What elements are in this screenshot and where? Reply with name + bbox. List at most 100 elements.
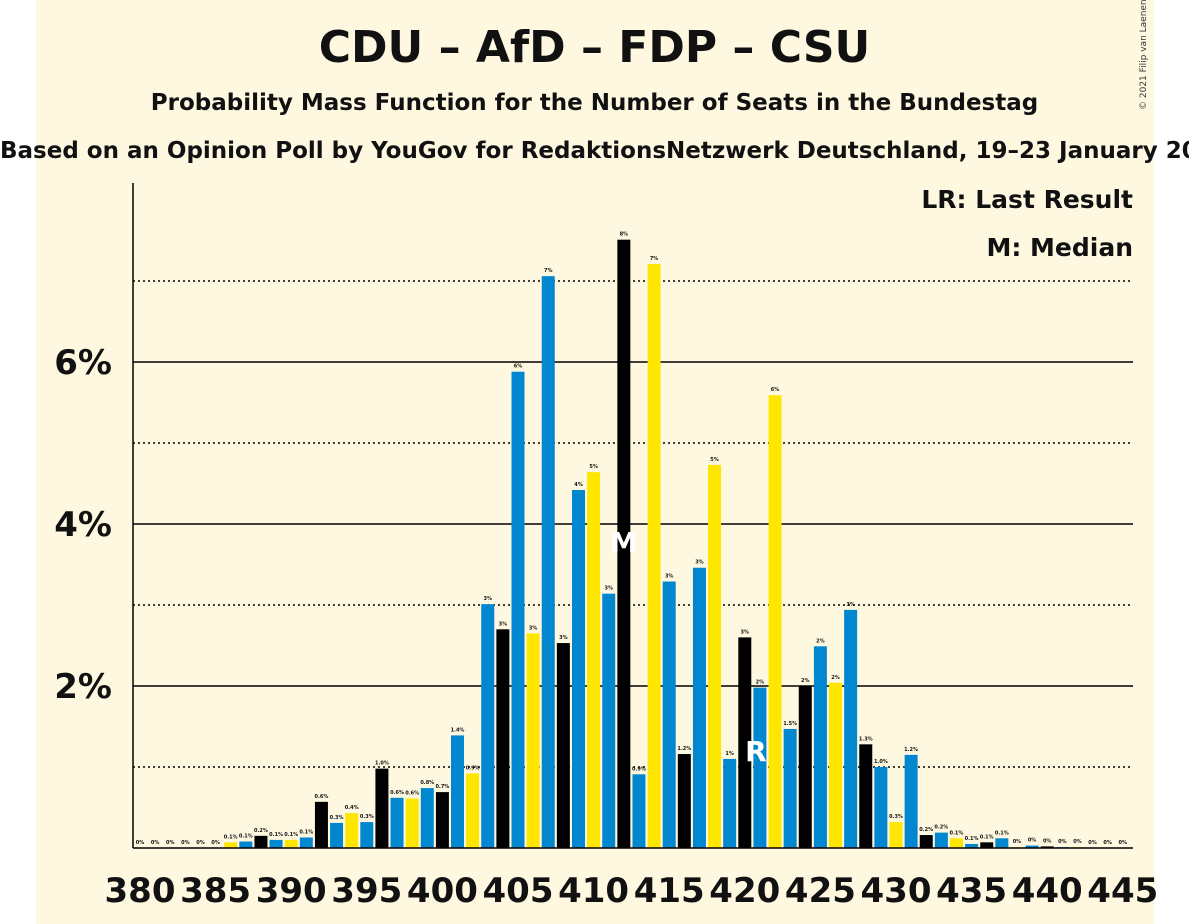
bar-value-label: 3% [529,625,538,631]
bar-value-label: 0.1% [980,834,994,840]
bar [435,792,449,848]
bar-value-label: 0% [196,840,205,846]
bar-value-label: 1.2% [677,746,691,752]
bar [692,567,706,848]
bar-value-label: 4% [574,482,583,488]
bar [451,735,465,848]
bar-value-label: 0.1% [284,832,298,838]
bar-value-label: 3% [846,602,855,608]
bar-value-label: 0.1% [239,834,253,840]
bar [269,839,283,848]
bar-value-label: 0% [136,840,145,846]
bar-value-label: 0.2% [919,827,933,833]
bar-value-label: 0% [211,840,220,846]
chart-subtitle: Probability Mass Function for the Number… [150,90,1039,116]
x-tick-label: 405 [483,871,554,911]
legend-last-result: LR: Last Result [921,185,1133,214]
x-tick-label: 410 [558,871,629,911]
bar-value-label: 0% [1119,840,1128,846]
x-tick-label: 430 [861,871,932,911]
bar-value-label: 2% [831,675,840,681]
bar-value-label: 0% [1013,839,1022,845]
y-tick-label: 4% [54,505,112,545]
bar-value-label: 0.3% [360,814,374,820]
y-tick-label: 2% [54,667,112,707]
x-tick-label: 415 [634,871,705,911]
bar-value-label: 0.7% [435,784,449,790]
bar-value-label: 3% [695,560,704,566]
bar [708,464,722,848]
bar-value-label: 6% [771,387,780,393]
bar [1040,846,1054,848]
bar [798,686,812,848]
bar [224,842,238,848]
bar [375,768,389,848]
bar-value-label: 0.1% [299,829,313,835]
bar [965,843,979,848]
x-tick-label: 440 [1012,871,1083,911]
x-tick-label: 445 [1087,871,1158,911]
bar-value-label: 6% [514,364,523,370]
bar [571,489,585,848]
bar [934,832,948,848]
bar-value-label: 0.1% [995,830,1009,836]
bar-value-label: 5% [710,457,719,463]
bar-value-label: 0% [1028,838,1037,844]
bar [949,838,963,848]
bar [541,276,555,848]
bar-value-label: 2% [756,680,765,686]
bar-value-label: 1.0% [375,761,389,767]
bar-value-label: 1.2% [904,747,918,753]
bar-value-label: 1.0% [874,759,888,765]
bar-value-label: 0% [1088,840,1097,846]
bar-value-label: 0.1% [269,832,283,838]
bar [254,835,268,848]
x-tick-label: 400 [407,871,478,911]
bar-value-label: 2% [801,678,810,684]
bar [239,841,253,848]
bar-value-label: 0.1% [950,830,964,836]
y-tick-label: 6% [54,343,112,383]
bar [314,801,328,848]
bar [390,797,404,848]
bar [617,239,631,848]
bar [723,758,737,848]
bar [481,604,495,848]
bar-value-label: 3% [559,635,568,641]
bar-value-label: 0.1% [224,834,238,840]
chart-source-line: Based on an Opinion Poll by YouGov for R… [0,138,1189,164]
bar-value-label: 1.4% [451,727,465,733]
median-marker: M [610,526,638,559]
bar [556,643,570,848]
bar-value-label: 1.5% [783,721,797,727]
legend-median: M: Median [986,233,1133,262]
bar [753,687,767,848]
bar [632,774,646,848]
bar [829,682,843,848]
bar-value-label: 3% [604,586,613,592]
bar [662,581,676,848]
bar [360,822,374,848]
x-tick-label: 380 [105,871,176,911]
bar [405,798,419,848]
bar [783,728,797,848]
bar-value-label: 0% [1103,840,1112,846]
x-tick-label: 425 [785,871,856,911]
x-tick-label: 420 [709,871,780,911]
bar [496,629,510,848]
bar-value-label: 0.2% [254,828,268,834]
bar-value-label: 0.8% [420,780,434,786]
bar [284,839,298,848]
bar-value-label: 3% [665,574,674,580]
bar [330,822,344,848]
bar-value-label: 0.3% [330,815,344,821]
bar [647,263,661,848]
bar-value-label: 0.3% [889,814,903,820]
bar-value-label: 0% [181,840,190,846]
chart-title: CDU – AfD – FDP – CSU [318,22,871,73]
bar-value-label: 0.6% [315,794,329,800]
bar [1025,845,1039,848]
bar-value-label: 3% [499,621,508,627]
bar [677,754,691,848]
bar-value-label: 0.4% [345,805,359,811]
